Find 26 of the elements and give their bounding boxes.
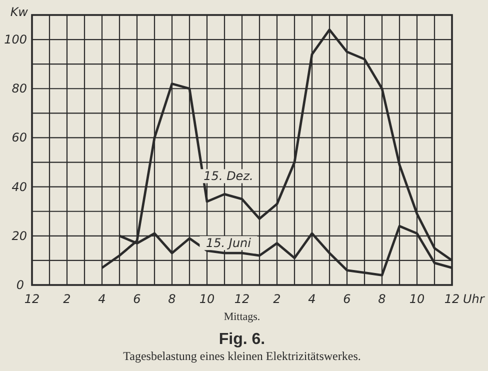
x-tick-label: 8 — [168, 292, 176, 306]
x-tick-label: 12 — [24, 292, 40, 306]
text: Mittags. — [224, 311, 260, 323]
x-tick-label: 2 — [63, 292, 71, 306]
x-tick-label: 6 — [343, 292, 352, 306]
y-axis-title: Kw — [10, 5, 28, 19]
x-tick-label: 12 — [234, 292, 250, 306]
y-tick-label: 20 — [12, 228, 28, 243]
x-tick-label: 2 — [273, 292, 281, 306]
y-tick-label: 80 — [12, 82, 28, 96]
y-tick-label: 0 — [16, 278, 24, 292]
x-tick-label: 8 — [378, 292, 386, 306]
x-tick-label: 10 — [199, 292, 215, 306]
y-tick-label: 60 — [12, 130, 28, 145]
x-tick-label: 4 — [308, 292, 316, 306]
text: Fig. 6. — [218, 331, 266, 348]
x-tick-label: 12 — [444, 292, 460, 306]
x-tick-label: 6 — [133, 292, 142, 306]
series-label: 15. Juni — [206, 236, 252, 250]
x-tick-label: 4 — [98, 292, 106, 306]
text: Tagesbelastung eines kleinen Elektrizitätswerkes. — [123, 349, 361, 363]
x-axis-title: Uhr — [463, 292, 486, 306]
y-tick-label: 100 — [4, 32, 28, 47]
x-tick-label: 10 — [409, 292, 425, 306]
series-label: 15. Dez. — [204, 169, 254, 184]
y-tick-label: 40 — [12, 180, 28, 194]
